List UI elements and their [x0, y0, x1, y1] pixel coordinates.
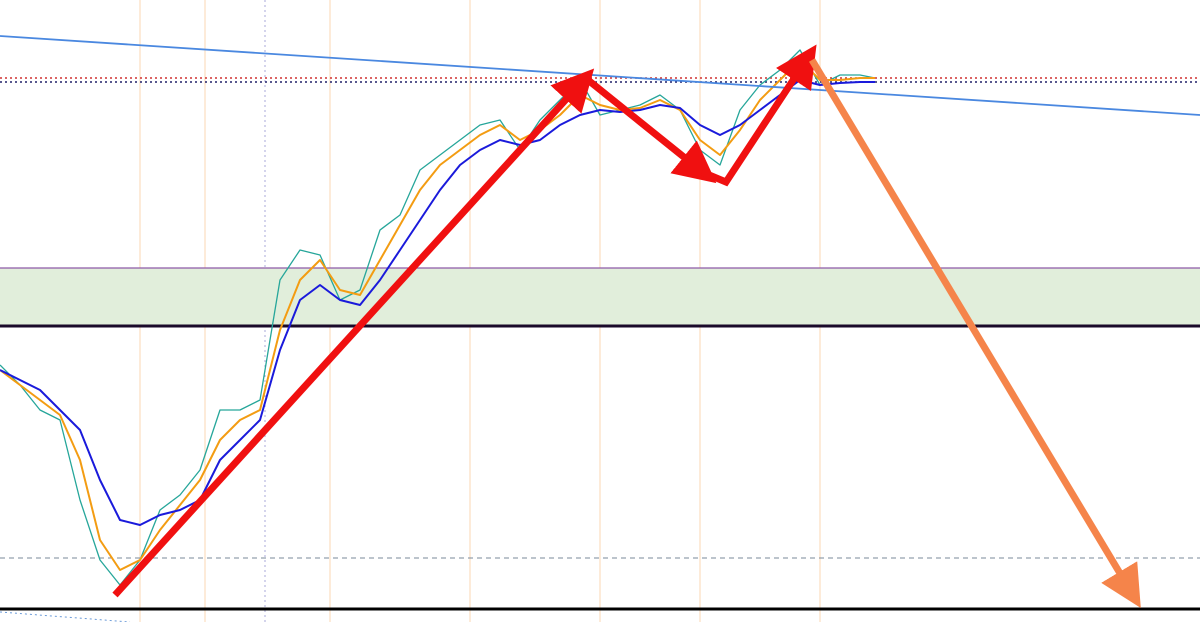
arrow-down — [585, 77, 717, 184]
series-line — [0, 79, 875, 526]
dotted-trend — [0, 611, 131, 622]
trendline — [0, 35, 1200, 116]
arrow-projection — [808, 58, 1141, 609]
zone — [0, 268, 1200, 326]
series-line — [0, 59, 875, 571]
arrow-up-2 — [700, 44, 817, 187]
arrow-up — [112, 68, 595, 598]
